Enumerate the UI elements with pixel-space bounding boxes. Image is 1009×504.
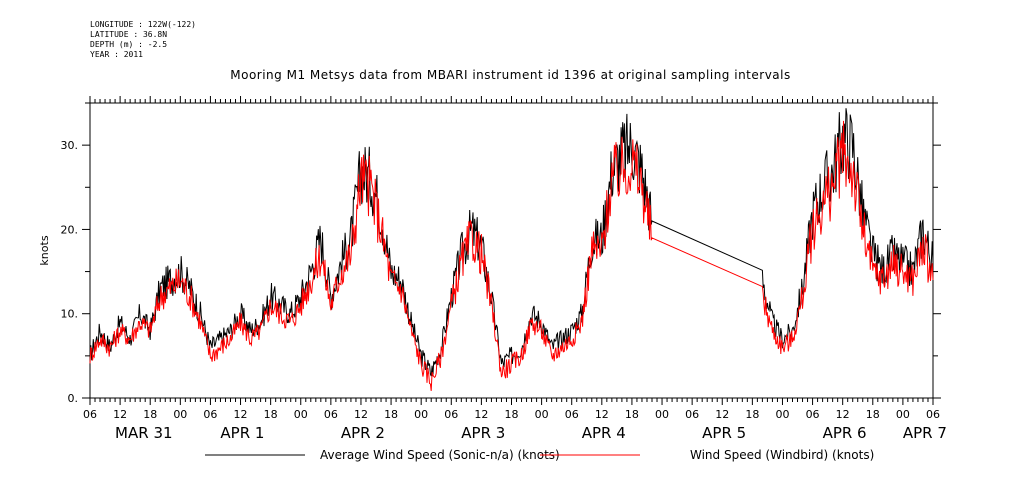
year-text: YEAR : 2011 [90,50,143,59]
x-hour-label: 06 [83,408,97,421]
x-hour-label: 06 [324,408,338,421]
x-hour-label: 18 [866,408,880,421]
x-hour-label: 18 [143,408,157,421]
y-tick-label: 10. [61,308,79,321]
legend-label: Wind Speed (Windbird) (knots) [690,448,874,462]
chart-title: Mooring M1 Metsys data from MBARI instru… [230,68,791,82]
longitude-text: LONGITUDE : 122W(-122) [90,20,196,29]
x-date-label: APR 5 [702,424,746,442]
x-hour-label: 12 [234,408,248,421]
x-hour-label: 12 [715,408,729,421]
x-hour-label: 06 [685,408,699,421]
x-hour-label: 00 [896,408,910,421]
y-tick-label: 0. [68,392,79,405]
x-hour-label: 06 [926,408,940,421]
x-hour-label: 00 [775,408,789,421]
y-tick-label: 20. [61,223,79,236]
axes-group: 0. 10. 20. 30. knots 06 12 18 00 06 12 18 00 06 12 18 00… [38,96,947,442]
series-windbird-line [89,120,934,391]
legend-group: Average Wind Speed (Sonic-n/a) (knots) Wi… [205,448,874,462]
x-date-label: APR 7 [903,424,947,442]
x-date-label: APR 4 [582,424,626,442]
x-hour-label: 12 [113,408,127,421]
latitude-text: LATITUDE : 36.8N [90,30,168,39]
series-average-wind-line [89,108,934,377]
x-hour-label: 06 [203,408,217,421]
x-hour-label: 06 [565,408,579,421]
legend-label: Average Wind Speed (Sonic-n/a) (knots) [320,448,560,462]
plot-group [89,108,934,391]
x-hour-label: 00 [173,408,187,421]
x-hour-label: 18 [625,408,639,421]
x-hour-label: 18 [384,408,398,421]
x-hour-label: 18 [505,408,519,421]
y-tick-label: 30. [61,139,79,152]
x-hour-label: 18 [745,408,759,421]
y-axis-label: knots [38,235,51,265]
x-hour-label: 00 [535,408,549,421]
x-hour-label: 00 [414,408,428,421]
x-hour-label: 06 [806,408,820,421]
x-hour-label: 18 [264,408,278,421]
metadata-block: LONGITUDE : 122W(-122) LATITUDE : 36.8N … [90,20,196,60]
x-hour-label: 12 [474,408,488,421]
x-hour-label: 12 [354,408,368,421]
x-hour-label: 00 [655,408,669,421]
x-hour-label: 12 [836,408,850,421]
x-date-label: MAR 31 [115,424,172,442]
x-date-label: APR 2 [341,424,385,442]
x-hour-label: 12 [595,408,609,421]
x-hour-label: 06 [444,408,458,421]
x-date-label: APR 1 [220,424,264,442]
x-hour-label: 00 [294,408,308,421]
x-date-label: APR 3 [461,424,505,442]
depth-text: DEPTH (m) : -2.5 [90,40,168,49]
x-date-label: APR 6 [823,424,867,442]
